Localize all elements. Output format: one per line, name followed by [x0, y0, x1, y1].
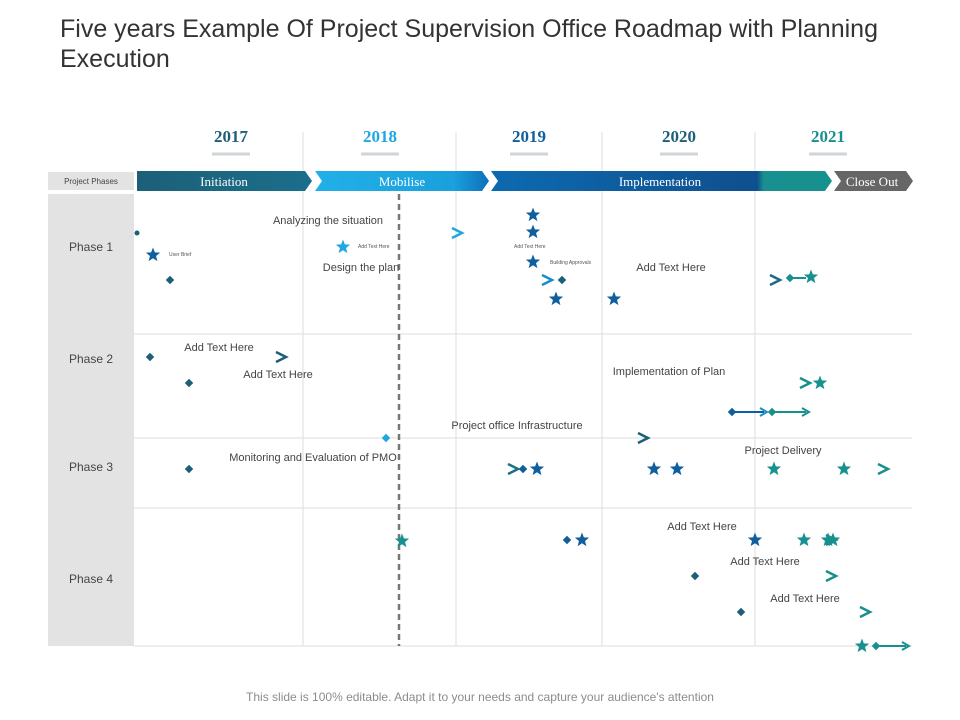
star-icon: [525, 224, 541, 239]
star-icon: [854, 638, 870, 653]
star-icon: [145, 247, 161, 262]
task-arrow: [134, 226, 465, 240]
task-arrow: [165, 273, 555, 287]
task-arrow: [184, 462, 521, 476]
phase-bar-implementation: [491, 171, 832, 191]
task-label: Add Text Here: [636, 262, 706, 274]
milestone-stars: [145, 207, 870, 653]
header-label: Project Phases: [64, 177, 118, 186]
task-label: Analyzing the situation: [273, 215, 383, 227]
row-label-phase-3: Phase 3: [69, 460, 113, 474]
star-icon: [525, 207, 541, 222]
star-icon: [574, 532, 590, 547]
phase-bar-initiation: [137, 171, 312, 191]
task-label: Implementation of Plan: [613, 366, 726, 378]
star-icon: [669, 461, 685, 476]
star-icon: [747, 532, 763, 547]
row-label-phase-1: Phase 1: [69, 240, 113, 254]
year-label-2017: 2017: [214, 127, 249, 146]
year-label-2018: 2018: [363, 127, 397, 146]
milestone-label: Add Text Here: [514, 244, 546, 250]
star-icon: [548, 291, 564, 306]
phase-bar-mobilise: [315, 171, 489, 191]
milestone-label: Add Text Here: [358, 244, 390, 250]
task-arrow-small: [871, 641, 912, 651]
task-label: Project Delivery: [744, 445, 822, 457]
row-label-column: [48, 194, 134, 646]
task-label: Add Text Here: [730, 556, 800, 568]
grid-vertical: [302, 132, 756, 646]
header-label-box: [48, 172, 134, 190]
year-label-2021: 2021: [811, 127, 845, 146]
phase-bar-mobilise-label: Mobilise: [379, 174, 425, 189]
task-label: Project office Infrastructure: [451, 420, 582, 432]
star-icon: [525, 254, 541, 269]
task-label: Add Text Here: [770, 593, 840, 605]
footer-note: This slide is 100% editable. Adapt it to…: [246, 690, 714, 704]
row-label-phase-4: Phase 4: [69, 572, 113, 586]
task-label: Design the plan: [323, 262, 399, 274]
phase-bar-close-out: [834, 171, 913, 191]
phase-bar-close-out-label: Close Out: [846, 174, 899, 189]
task-label: Add Text Here: [243, 369, 313, 381]
task-arrow: [690, 569, 839, 583]
milestone-label: User Brief: [169, 252, 192, 258]
star-icon: [796, 532, 812, 547]
star-icon: [766, 461, 782, 476]
star-icon: [825, 532, 841, 547]
phase-bar-initiation-label: Initiation: [200, 174, 248, 189]
task-label: Add Text Here: [667, 521, 737, 533]
task-arrow: [557, 273, 806, 287]
milestone-label: Building Approvals: [550, 260, 592, 266]
row-label-phase-2: Phase 2: [69, 352, 113, 366]
task-arrows: Analyzing the situation Design the plan …: [134, 215, 912, 651]
year-label-2019: 2019: [512, 127, 546, 146]
star-icon: [606, 291, 622, 306]
star-icon: [646, 461, 662, 476]
star-icon: [394, 533, 410, 548]
star-icon: [836, 461, 852, 476]
star-icon: [803, 269, 819, 284]
task-label: Add Text Here: [184, 342, 254, 354]
star-icon: [812, 375, 828, 390]
task-label: Monitoring and Evaluation of PMO: [229, 452, 397, 464]
task-arrow: [145, 350, 289, 364]
task-arrow: [184, 376, 813, 390]
task-arrow: [736, 605, 873, 619]
star-icon: [529, 461, 545, 476]
star-icon: [335, 239, 351, 254]
phase-bar-implementation-label: Implementation: [619, 174, 702, 189]
year-label-2020: 2020: [662, 127, 696, 146]
task-arrow-small: [727, 407, 812, 417]
task-arrow: [562, 533, 839, 547]
task-arrow: [518, 462, 891, 476]
task-arrow: [381, 431, 651, 445]
page-title: Five years Example Of Project Supervisio…: [60, 15, 878, 73]
